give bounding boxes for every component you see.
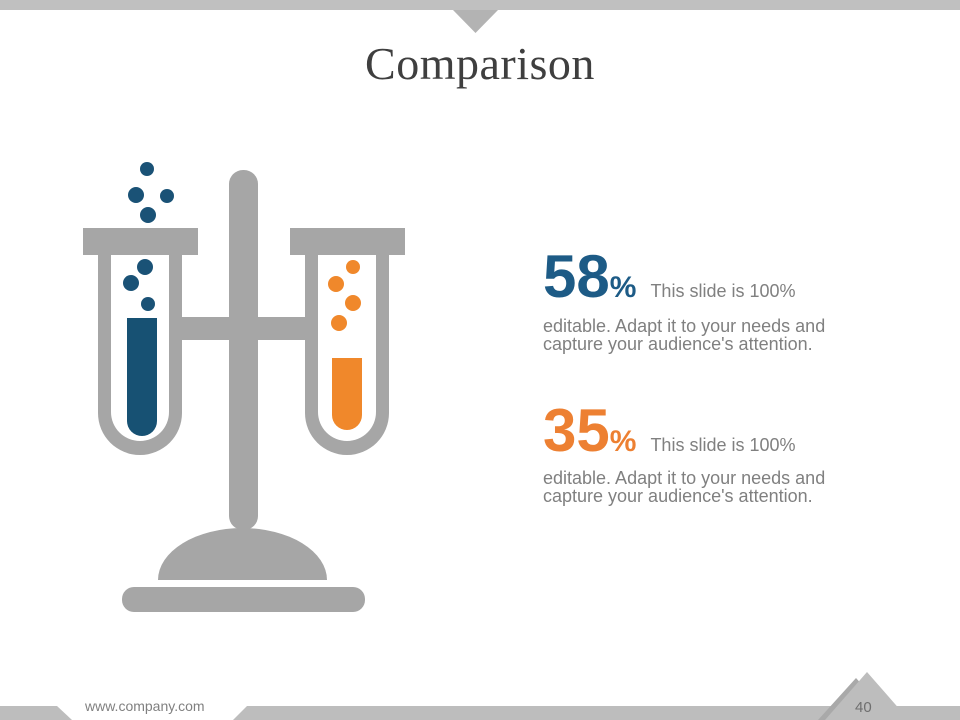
stand-dome	[158, 528, 327, 580]
stand-crossbar	[170, 317, 310, 340]
right-tube-rim	[290, 228, 405, 255]
stat-2-value: 35	[543, 397, 610, 464]
footer-company-url: www.company.com	[85, 698, 205, 714]
stat-1-percent-sign: %	[609, 271, 637, 304]
footer-decoration	[0, 672, 960, 720]
left-tube-liquid-blue	[127, 318, 157, 436]
top-bar	[0, 0, 960, 10]
stat-1-value: 58	[543, 243, 610, 310]
stat-2-description: editable. Adapt it to your needs and cap…	[543, 468, 826, 506]
right-tube-liquid-orange	[332, 358, 362, 430]
stat-2-percent-sign: %	[609, 425, 637, 458]
bubble-blue-icon	[140, 207, 156, 223]
stand-base	[122, 587, 365, 612]
bubble-blue-icon	[137, 259, 153, 275]
bubble-orange-icon	[346, 260, 360, 274]
bubble-orange-icon	[328, 276, 344, 292]
stat-block-2-headline: 35% This slide is 100%	[543, 401, 796, 461]
stat-2-lead-text: This slide is 100%	[650, 435, 796, 455]
left-tube-rim	[83, 228, 198, 255]
test-tubes-illustration	[83, 162, 405, 612]
header-decoration	[0, 0, 960, 33]
stat-1-description: editable. Adapt it to your needs and cap…	[543, 316, 826, 354]
bubble-blue-icon	[123, 275, 139, 291]
page-number-triangle-icon	[825, 672, 909, 720]
stand-pole	[229, 170, 258, 530]
stat-1-lead-text: This slide is 100%	[650, 281, 796, 301]
bubble-orange-icon	[345, 295, 361, 311]
bubble-orange-icon	[331, 315, 347, 331]
bubble-blue-icon	[160, 189, 174, 203]
page-title: Comparison	[365, 38, 595, 89]
footer-bar-main-segment	[233, 706, 960, 720]
bubble-blue-icon	[128, 187, 144, 203]
bubble-blue-icon	[140, 162, 154, 176]
footer-bar-left-segment	[0, 706, 72, 720]
page-number: 40	[855, 699, 872, 716]
stat-block-1-headline: 58% This slide is 100%	[543, 247, 796, 307]
bubble-blue-icon	[141, 297, 155, 311]
header-notch-triangle-icon	[453, 10, 498, 33]
